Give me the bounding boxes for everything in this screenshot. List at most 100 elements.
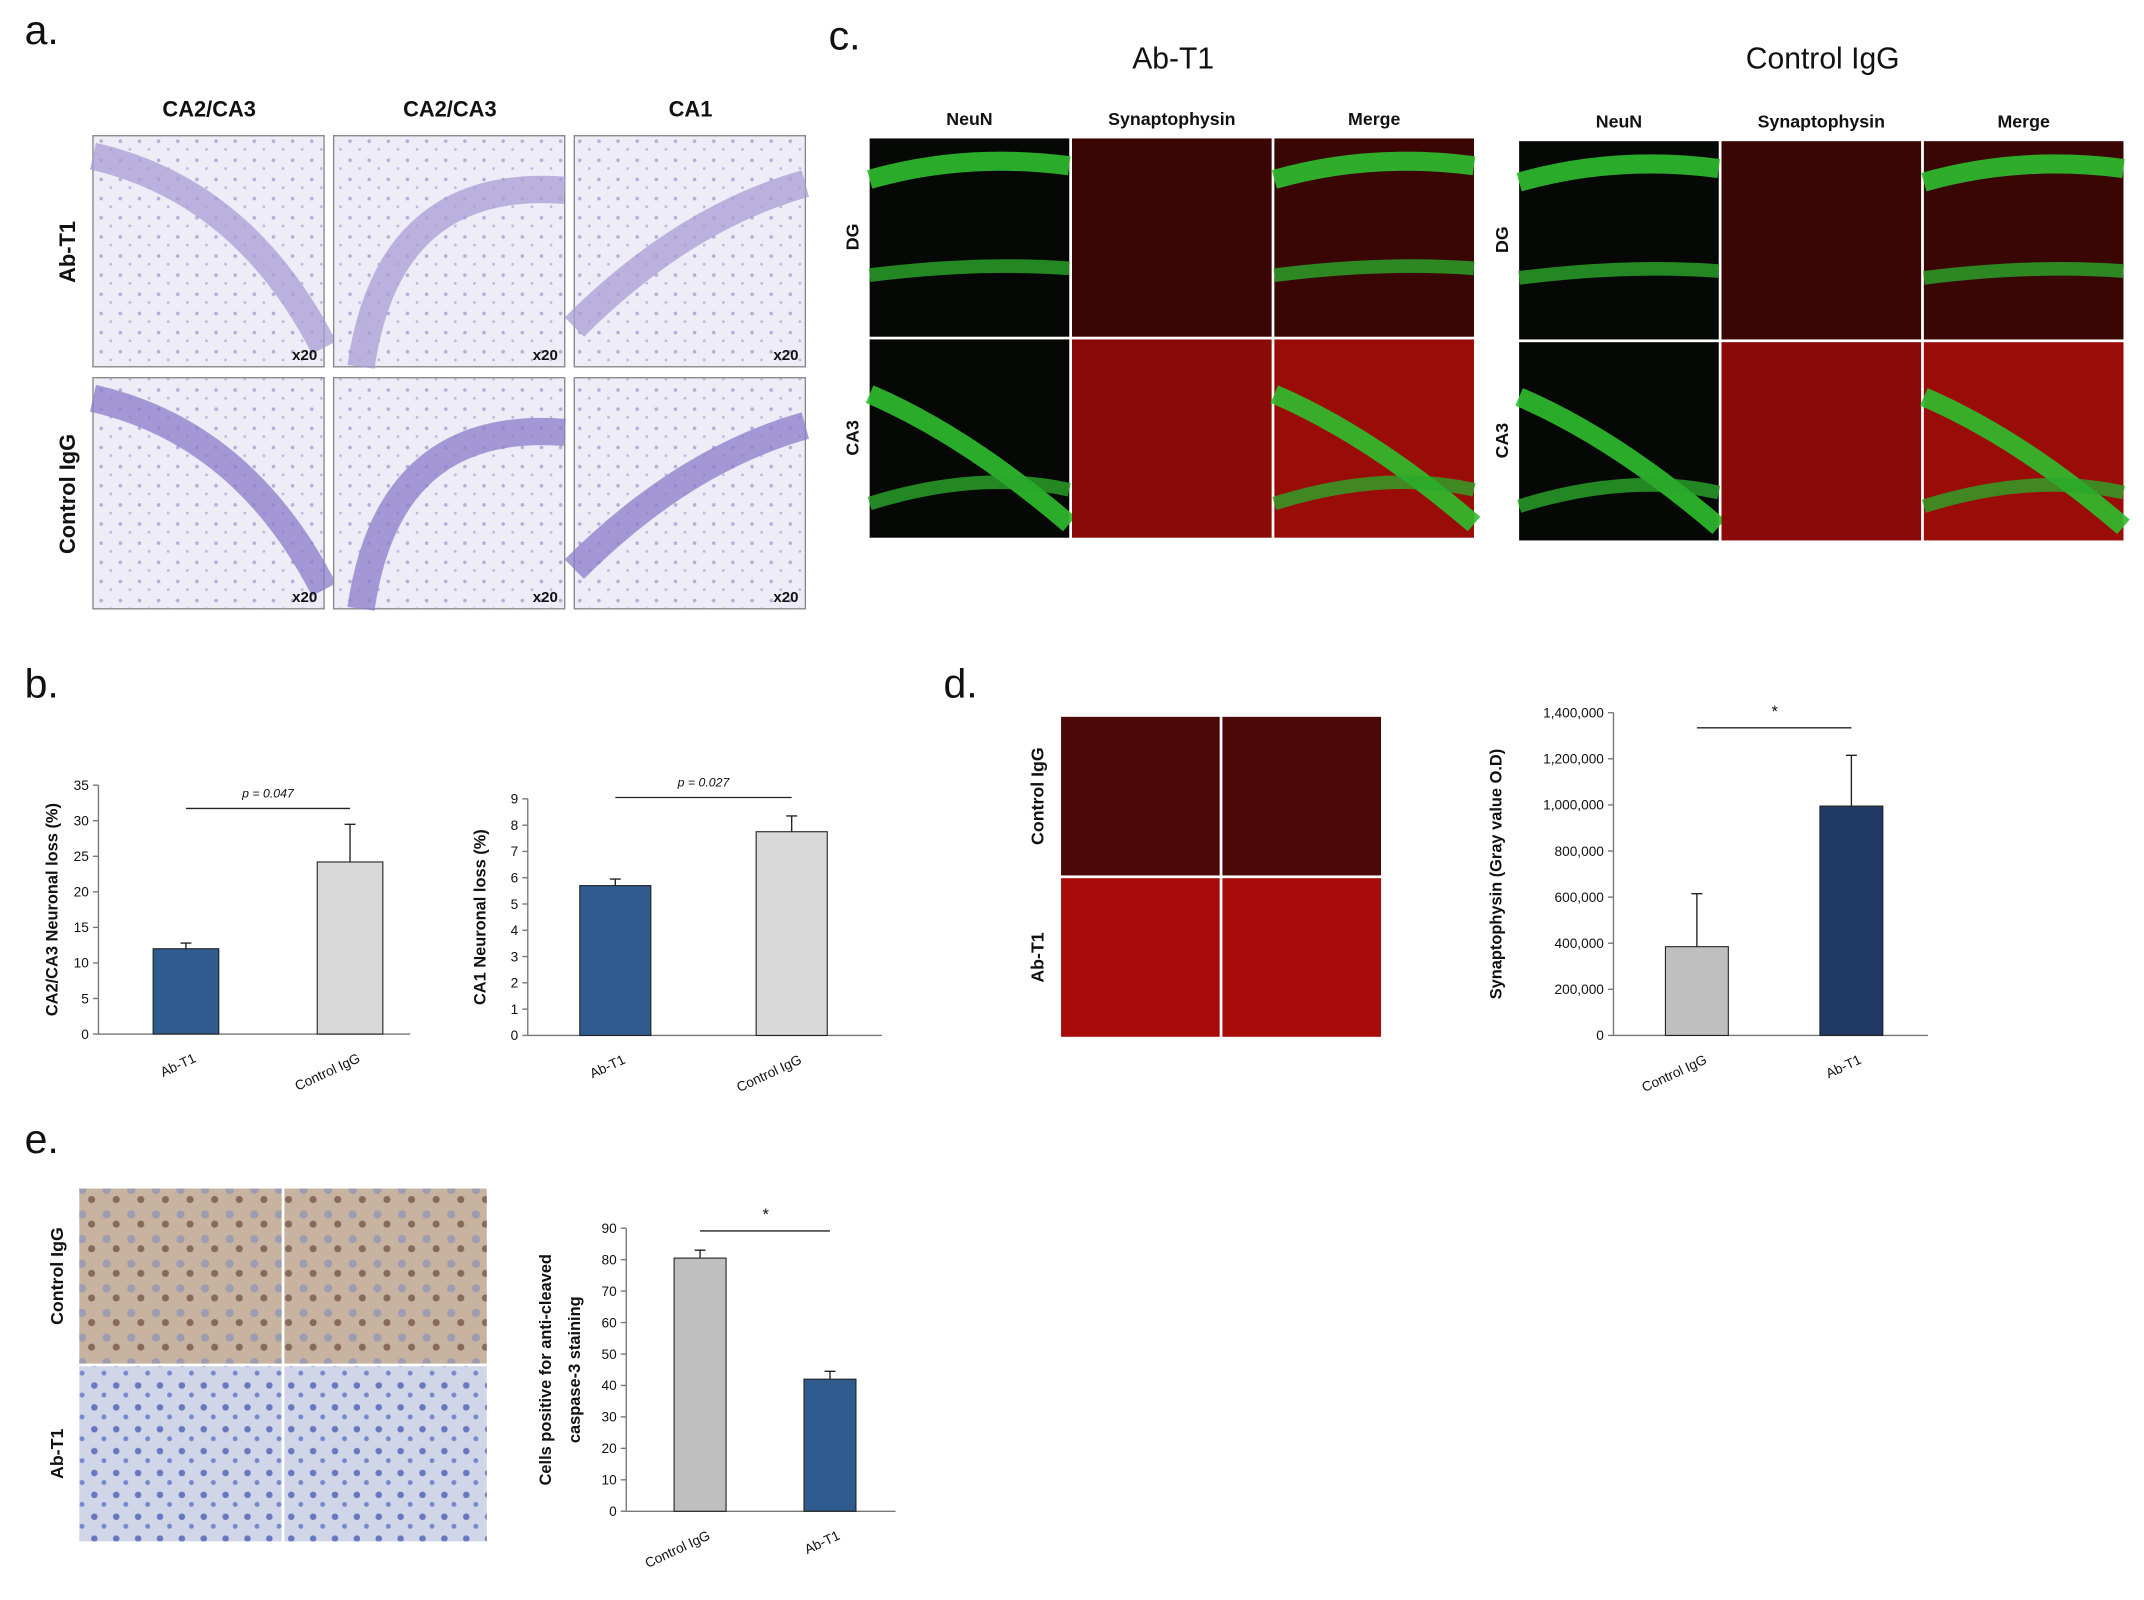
row-label: DG	[843, 224, 863, 251]
column-header: Merge	[1998, 112, 2050, 132]
significance-label: p = 0.047	[241, 786, 295, 800]
column-header: NeuN	[946, 109, 992, 129]
y-tick-label: 0	[1596, 1028, 1604, 1043]
row-label: Ab-T1	[55, 221, 80, 283]
magnification: x20	[292, 589, 317, 606]
group-title: Control IgG	[1746, 43, 1900, 76]
y-tick-label: 30	[74, 814, 90, 829]
y-tick-label: 200,000	[1555, 982, 1605, 997]
bar	[316, 861, 384, 1035]
neun-signal	[1271, 151, 1476, 189]
y-axis-label: CA2/CA3 Neuronal loss (%)	[43, 803, 61, 1016]
neun-signal	[868, 259, 1070, 282]
magnification: x20	[773, 589, 798, 606]
y-tick-label: 5	[81, 991, 89, 1006]
y-axis-label: CA1 Neuronal loss (%)	[471, 829, 489, 1005]
fluorescence-image	[1072, 339, 1272, 538]
bar	[803, 1378, 857, 1512]
significance-label: *	[1771, 703, 1778, 721]
row-label: Ab-T1	[47, 1429, 67, 1479]
column-header: Synaptophysin	[1108, 109, 1235, 129]
y-tick-label: 2	[511, 976, 519, 991]
micrograph-cells	[574, 377, 806, 609]
column-header: CA2/CA3	[403, 97, 497, 122]
row-label: CA3	[843, 420, 863, 456]
fluorescence-image	[1072, 138, 1272, 337]
neun-signal	[1923, 261, 2125, 285]
y-tick-label: 35	[74, 778, 90, 793]
neun-signal	[867, 151, 1071, 189]
y-tick-label: 400,000	[1555, 936, 1605, 951]
fluorescence-image	[1721, 342, 1922, 541]
y-tick-label: 90	[601, 1221, 617, 1236]
row-label: Control IgG	[47, 1227, 67, 1325]
cell-layer	[347, 175, 566, 369]
y-tick-label: 10	[74, 956, 90, 971]
y-tick-label: 15	[74, 920, 90, 935]
panel-label: c.	[829, 13, 861, 59]
x-tick-label: Ab-T1	[802, 1528, 842, 1557]
bar	[755, 831, 828, 1036]
y-tick-label: 60	[601, 1315, 617, 1330]
x-tick-label: Control IgG	[734, 1052, 804, 1095]
error-bar	[609, 878, 621, 886]
y-tick-label: 4	[511, 923, 519, 938]
fluorescence-image	[1222, 878, 1382, 1037]
y-tick-label: 0	[511, 1028, 519, 1043]
error-bar	[180, 942, 192, 949]
fluorescence-image	[1061, 716, 1220, 876]
row-label: Ab-T1	[1027, 932, 1047, 982]
row-label: CA3	[1492, 423, 1512, 459]
neun-signal	[1921, 478, 2126, 513]
neun-signal	[1920, 388, 2130, 535]
ihc-cells	[79, 1366, 282, 1542]
x-tick-label: Control IgG	[643, 1528, 713, 1571]
y-axis-label: caspase-3 staining	[566, 1296, 584, 1443]
cell-layer	[347, 417, 566, 611]
magnification: x20	[533, 589, 558, 606]
ihc-cells	[79, 1188, 282, 1364]
column-header: Merge	[1348, 109, 1400, 129]
y-tick-label: 30	[601, 1410, 617, 1425]
micrograph-cells	[574, 135, 806, 367]
bar	[152, 948, 220, 1035]
significance-label: p = 0.027	[677, 776, 731, 790]
ihc-cells	[284, 1188, 487, 1364]
y-tick-label: 1	[511, 1002, 519, 1017]
neun-signal	[1270, 385, 1481, 532]
magnification: x20	[773, 347, 798, 364]
y-axis-label: Cells positive for anti-cleaved	[537, 1254, 555, 1485]
neun-signal	[1273, 259, 1475, 282]
row-label: Control IgG	[1027, 747, 1047, 845]
magnification: x20	[533, 347, 558, 364]
neun-signal	[1518, 261, 1720, 285]
neun-signal	[1272, 475, 1476, 511]
x-tick-label: Control IgG	[293, 1051, 363, 1094]
bar	[673, 1257, 727, 1512]
bar	[1664, 946, 1729, 1036]
bar	[1819, 805, 1884, 1036]
y-tick-label: 600,000	[1555, 890, 1605, 905]
error-bar	[786, 815, 798, 832]
y-tick-label: 1,400,000	[1543, 706, 1604, 721]
magnification: x20	[292, 347, 317, 364]
y-tick-label: 8	[511, 818, 519, 833]
error-bar	[1845, 754, 1857, 807]
panel-label: b.	[25, 661, 59, 707]
cell-layer	[564, 412, 810, 579]
significance-label: *	[762, 1206, 769, 1224]
neun-signal	[1516, 154, 1721, 192]
cell-layer	[564, 170, 810, 337]
y-tick-label: 6	[511, 871, 519, 886]
column-header: CA2/CA3	[162, 97, 256, 122]
y-tick-label: 25	[74, 849, 90, 864]
y-tick-label: 40	[601, 1378, 617, 1393]
column-header: CA1	[669, 97, 713, 122]
y-tick-label: 3	[511, 949, 519, 964]
column-header: Synaptophysin	[1758, 112, 1885, 132]
panel-label: d.	[943, 661, 977, 707]
y-tick-label: 1,200,000	[1543, 752, 1604, 767]
y-tick-label: 70	[601, 1284, 617, 1299]
neun-signal	[1517, 478, 1721, 513]
